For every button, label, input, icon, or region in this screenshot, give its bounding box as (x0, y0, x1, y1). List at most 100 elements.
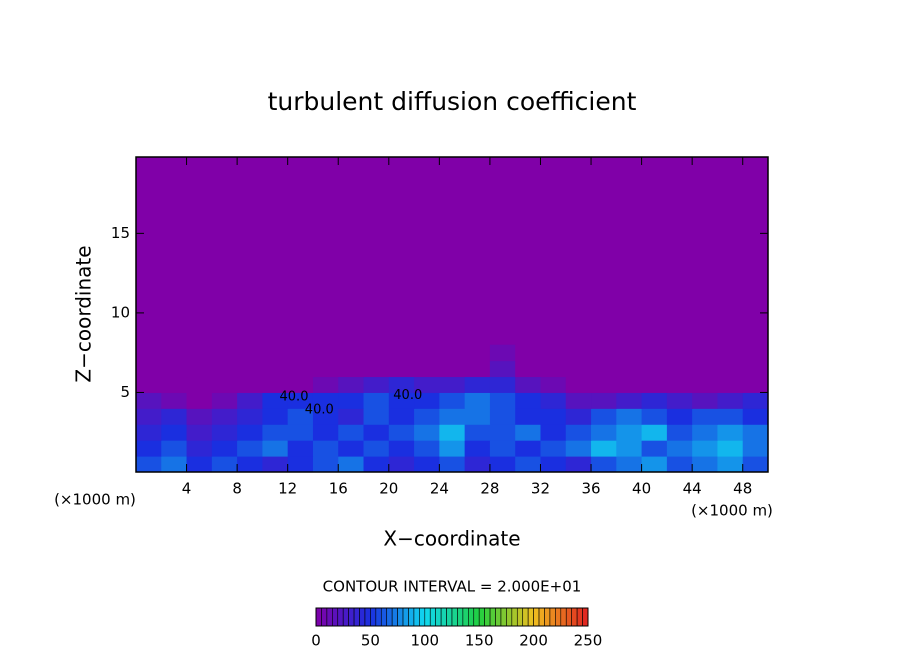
contour-cell (388, 424, 415, 441)
colorbar-frame (315, 607, 589, 627)
contour-cell (540, 440, 567, 457)
contour-cell (641, 376, 668, 393)
contour-cell (591, 360, 617, 378)
contour-cell (515, 360, 541, 378)
contour-cell (312, 376, 339, 393)
contour-cell (565, 360, 592, 378)
contour-cell (717, 344, 744, 362)
contour-cell (363, 408, 390, 425)
contour-cell (262, 392, 289, 409)
contour-cell (186, 376, 213, 393)
contour-cell (616, 392, 643, 409)
colorbar-cell (451, 607, 458, 627)
contour-cell (591, 440, 617, 457)
colorbar-cell (408, 607, 415, 627)
x-tick-label: 4 (182, 480, 192, 498)
contour-cell (414, 456, 440, 473)
contour-cell (565, 456, 592, 473)
contour-cell (439, 376, 466, 393)
contour-cell (464, 456, 491, 473)
contour-cell (464, 360, 491, 378)
colorbar-cell (549, 607, 556, 627)
contour-cell (439, 360, 466, 378)
contour-cell (692, 456, 718, 473)
contour-label: 40.0 (280, 390, 309, 405)
colorbar-cell (397, 607, 404, 627)
contour-cell (338, 360, 365, 378)
colorbar-cell (402, 607, 409, 627)
colorbar-cell (326, 607, 333, 627)
colorbar-tick-label: 0 (311, 632, 321, 650)
contour-cell (262, 408, 289, 425)
x-tick-label: 16 (329, 480, 348, 498)
contour-cell (136, 440, 162, 457)
contour-cell (565, 344, 592, 362)
contour-cell (439, 392, 466, 409)
contour-cell (439, 440, 466, 457)
contour-cell (211, 360, 238, 378)
x-tick-label: 8 (232, 480, 242, 498)
contour-cell (338, 424, 365, 441)
contour-cell (262, 344, 289, 362)
contour-cell (287, 424, 314, 441)
contour-cell (211, 376, 238, 393)
contour-cell (540, 376, 567, 393)
contour-cell (641, 360, 668, 378)
contour-cell (186, 360, 213, 378)
colorbar-cell (484, 607, 491, 627)
contour-cell (591, 344, 617, 362)
contour-cell (388, 440, 415, 457)
contour-cell (287, 456, 314, 473)
contour-cell (211, 392, 238, 409)
x-tick-label: 28 (480, 480, 499, 498)
contour-cell (338, 408, 365, 425)
contour-cell (515, 344, 541, 362)
contour-cell (717, 360, 744, 378)
chart-title: turbulent diffusion coefficient (268, 87, 637, 116)
contour-cell (262, 440, 289, 457)
contour-cell (211, 456, 238, 473)
contour-cell (237, 344, 263, 362)
y-tick-label: 10 (111, 303, 130, 321)
contour-cell (616, 408, 643, 425)
contour-cell (136, 424, 162, 441)
colorbar-cell (332, 607, 339, 627)
contour-cell (363, 344, 390, 362)
contour-cell (136, 392, 162, 409)
contour-cell (565, 408, 592, 425)
contour-cell (237, 376, 263, 393)
contour-cell (540, 392, 567, 409)
x-unit-label: (×1000 m) (691, 502, 773, 520)
contour-cell (312, 344, 339, 362)
contour-cell (666, 424, 693, 441)
x-axis-label: X−coordinate (383, 527, 520, 551)
contour-cell (489, 440, 516, 457)
colorbar-tick-label: 50 (361, 632, 380, 650)
contour-cell (591, 424, 617, 441)
contour-cell (742, 440, 769, 457)
contour-cell (211, 440, 238, 457)
contour-cell (186, 408, 213, 425)
contour-cell (717, 408, 744, 425)
contour-cell (540, 360, 567, 378)
colorbar-cell (419, 607, 426, 627)
contour-cell (464, 440, 491, 457)
contour-cell (237, 360, 263, 378)
contour-cell (742, 392, 769, 409)
contour-cell (540, 408, 567, 425)
contour-cell (287, 408, 314, 425)
contour-cell (540, 424, 567, 441)
contour-cell (540, 456, 567, 473)
x-tick-label: 24 (430, 480, 449, 498)
colorbar-cell (527, 607, 534, 627)
contour-cell (312, 408, 339, 425)
colorbar-cell (380, 607, 388, 627)
contour-cell (388, 376, 415, 393)
plot-frame (135, 156, 769, 473)
contour-cell (414, 440, 440, 457)
contour-cell (666, 456, 693, 473)
y-tick-label: 15 (111, 224, 130, 242)
contour-cell (186, 392, 213, 409)
colorbar-cell (440, 607, 447, 627)
colorbar-tick-label: 200 (519, 632, 548, 650)
